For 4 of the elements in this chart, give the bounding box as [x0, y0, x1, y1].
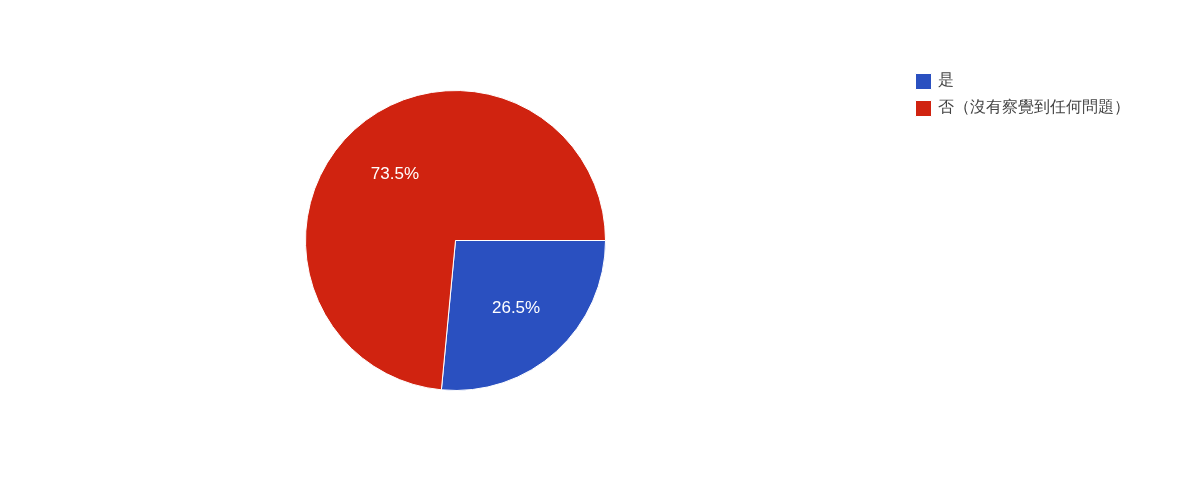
data-label: 26.5%: [491, 297, 541, 317]
legend-label: 否（沒有察覺到任何問題）: [938, 97, 1130, 118]
data-label: 73.5%: [370, 164, 420, 184]
legend-label: 是: [938, 70, 955, 91]
